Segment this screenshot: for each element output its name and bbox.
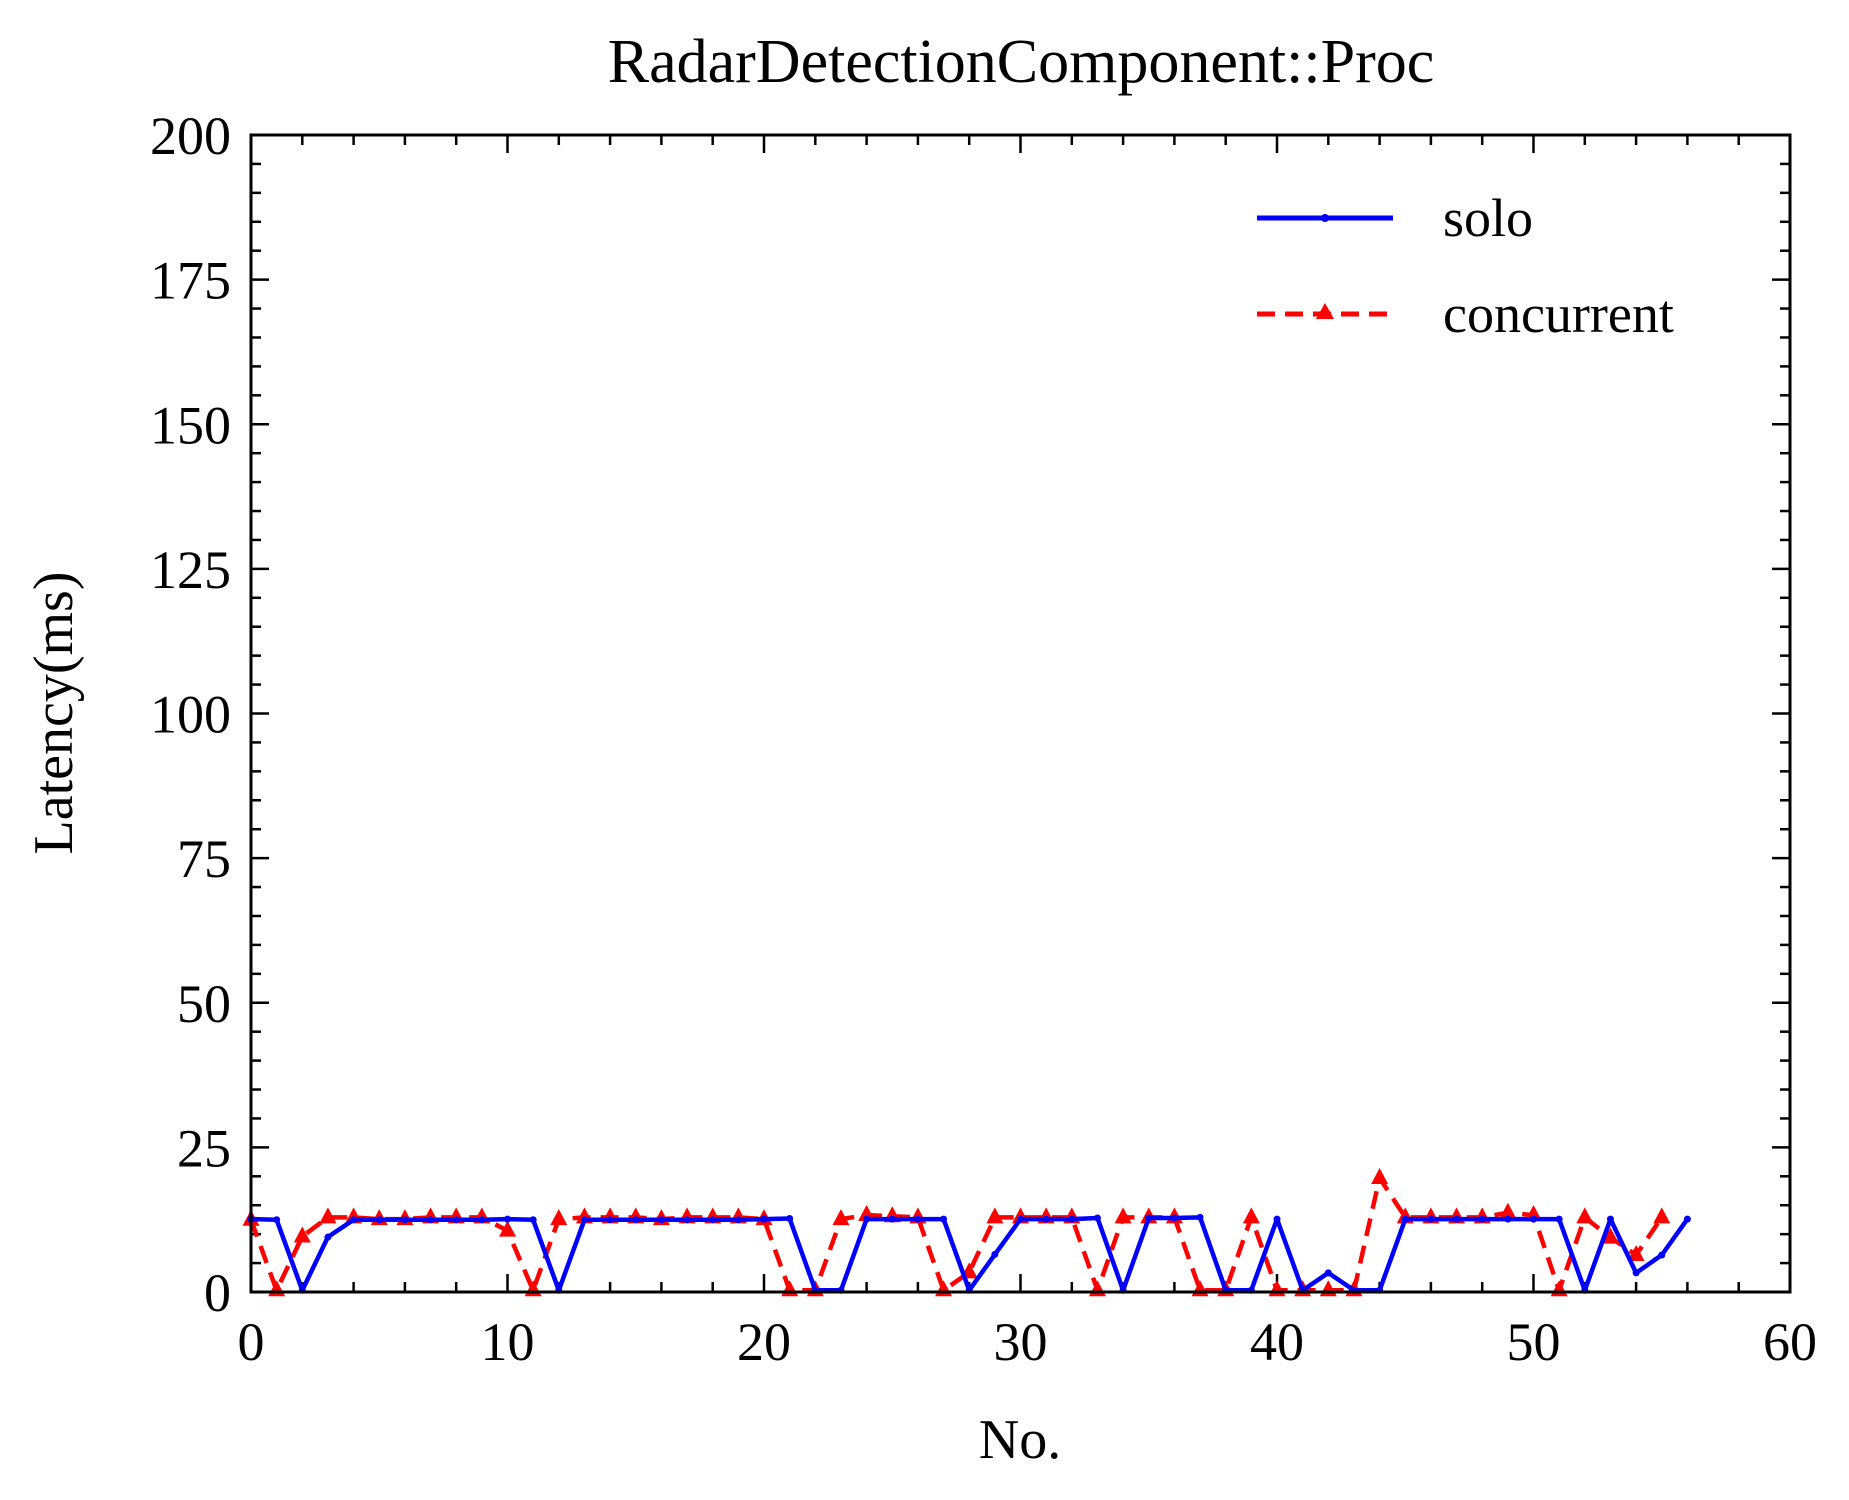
data-point-solo — [1683, 1215, 1691, 1223]
data-point-solo — [940, 1215, 948, 1223]
legend-solo-marker — [1321, 214, 1329, 222]
legend: solo concurrent — [1257, 188, 1674, 344]
data-point-solo — [1042, 1215, 1050, 1223]
data-point-concurrent — [1653, 1207, 1671, 1224]
data-point-solo — [1504, 1215, 1512, 1223]
data-point-solo — [914, 1215, 922, 1223]
data-point-solo — [375, 1216, 383, 1224]
data-point-concurrent — [1114, 1207, 1132, 1224]
x-tick-label: 40 — [1250, 1312, 1304, 1372]
data-point-solo — [478, 1216, 486, 1224]
y-tick-label: 50 — [177, 974, 231, 1034]
data-point-solo — [760, 1215, 768, 1223]
data-point-solo — [1530, 1215, 1537, 1223]
x-tick-label: 60 — [1763, 1312, 1817, 1372]
data-point-solo — [273, 1216, 281, 1224]
data-point-solo — [1606, 1215, 1614, 1223]
legend-concurrent-label: concurrent — [1443, 284, 1674, 344]
data-point-solo — [452, 1216, 460, 1224]
data-point-solo — [991, 1250, 999, 1258]
data-point-solo — [324, 1233, 332, 1241]
y-tick-label: 75 — [177, 829, 231, 889]
y-tick-label: 150 — [150, 395, 231, 455]
y-tick-label: 125 — [150, 540, 231, 600]
data-point-concurrent — [1242, 1207, 1260, 1224]
data-point-concurrent — [550, 1209, 568, 1226]
data-point-concurrent — [1499, 1202, 1517, 1219]
data-point-solo — [427, 1216, 435, 1224]
data-point-solo — [1145, 1214, 1153, 1222]
x-tick-label: 0 — [238, 1312, 265, 1372]
data-point-solo — [580, 1216, 588, 1224]
data-point-concurrent — [1627, 1244, 1645, 1261]
data-point-solo — [1658, 1251, 1666, 1259]
data-point-solo — [1427, 1215, 1435, 1223]
chart-title: RadarDetectionComponent::Proc — [608, 28, 1434, 96]
data-point-solo — [1170, 1214, 1178, 1222]
data-point-solo — [1632, 1269, 1640, 1277]
data-point-solo — [888, 1215, 896, 1223]
data-point-solo — [1555, 1215, 1563, 1223]
data-point-concurrent — [1371, 1168, 1389, 1185]
y-tick-label: 200 — [150, 106, 231, 166]
y-axis-label: Latency(ms) — [23, 572, 85, 855]
data-point-solo — [1401, 1215, 1409, 1223]
x-axis-label: No. — [979, 1409, 1061, 1471]
data-point-solo — [632, 1216, 640, 1224]
y-tick-label: 100 — [150, 685, 231, 745]
data-point-solo — [1273, 1215, 1281, 1223]
legend-solo-label: solo — [1443, 188, 1533, 248]
y-tick-label: 0 — [204, 1263, 231, 1323]
x-tick-label: 20 — [737, 1312, 791, 1372]
plot-frame — [249, 133, 1792, 1294]
data-point-solo — [683, 1216, 691, 1224]
data-point-solo — [504, 1215, 511, 1223]
data-point-concurrent — [293, 1226, 311, 1243]
y-tick-label: 25 — [177, 1118, 231, 1178]
x-tick-label: 50 — [1507, 1312, 1561, 1372]
data-point-solo — [529, 1216, 537, 1224]
data-point-solo — [734, 1216, 742, 1224]
data-point-solo — [709, 1216, 717, 1224]
data-point-solo — [606, 1216, 614, 1224]
x-tick-label: 30 — [994, 1312, 1048, 1372]
data-point-concurrent — [986, 1207, 1004, 1224]
data-point-solo — [1068, 1215, 1076, 1223]
data-point-concurrent — [1576, 1207, 1594, 1224]
data-point-solo — [350, 1216, 358, 1224]
data-point-solo — [401, 1216, 409, 1224]
data-point-concurrent — [1601, 1227, 1619, 1244]
data-point-solo — [657, 1216, 665, 1224]
data-point-solo — [1196, 1213, 1204, 1221]
data-point-solo — [786, 1215, 794, 1223]
data-point-concurrent — [319, 1207, 337, 1224]
legend-concurrent-marker — [1316, 303, 1334, 319]
data-point-concurrent — [499, 1220, 516, 1237]
data-point-solo — [1017, 1215, 1024, 1223]
data-point-solo — [1453, 1215, 1461, 1223]
x-tick-label: 10 — [481, 1312, 535, 1372]
data-point-solo — [1324, 1269, 1332, 1277]
data-point-solo — [1093, 1214, 1101, 1222]
data-point-solo — [863, 1215, 871, 1223]
y-tick-label: 175 — [150, 251, 231, 311]
data-point-solo — [1478, 1215, 1486, 1223]
tick-labels: 0 10 20 30 40 50 60 0 25 50 75 100 125 150 175 200 — [150, 106, 1817, 1372]
data-point-concurrent — [832, 1209, 850, 1226]
plot-series — [242, 1168, 1691, 1297]
